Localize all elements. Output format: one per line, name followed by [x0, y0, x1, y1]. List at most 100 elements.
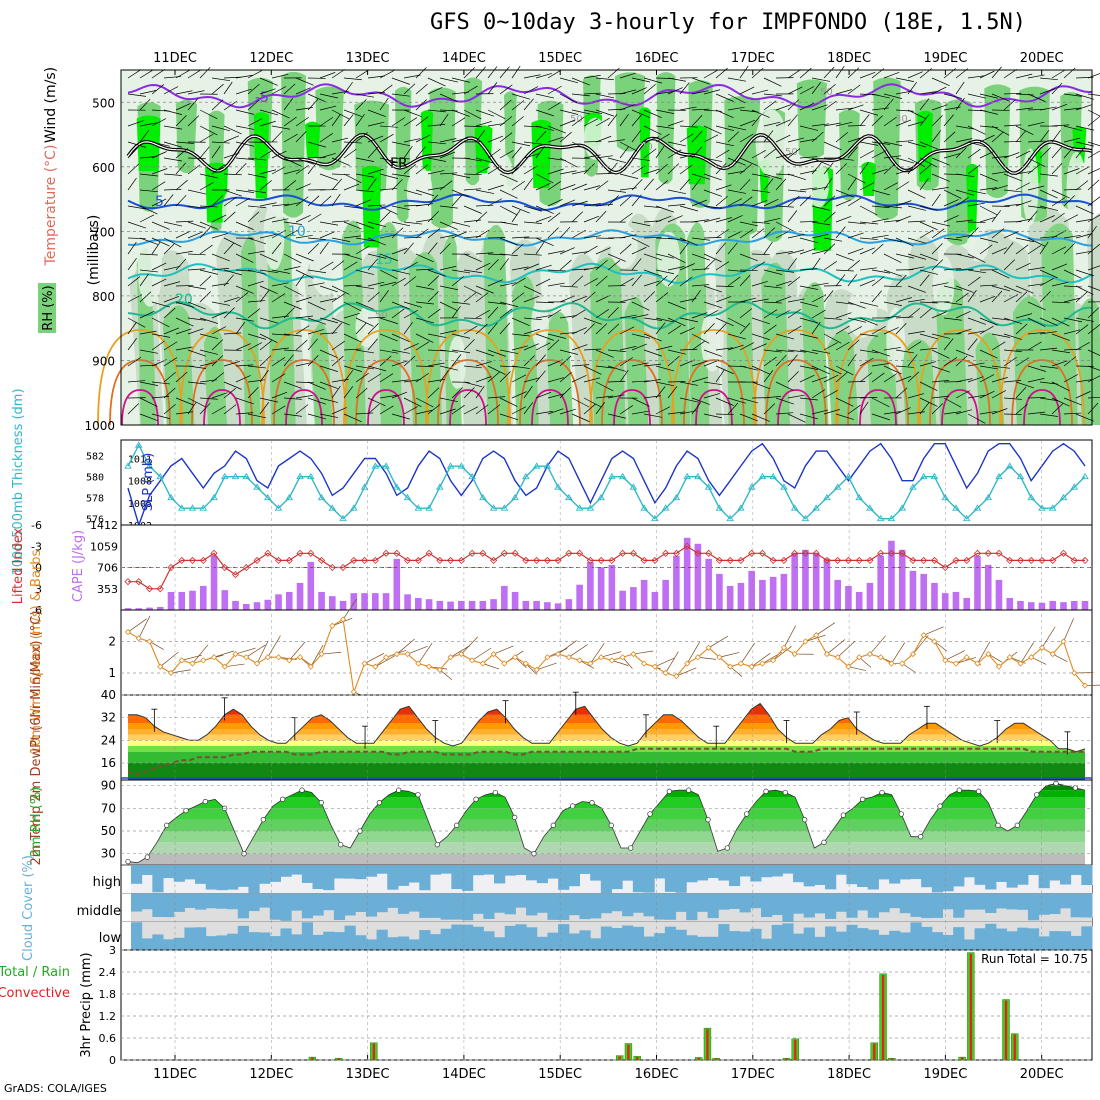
wind-barb	[1039, 88, 1056, 95]
cloud-cell	[131, 922, 143, 950]
lifted-index-marker	[1027, 556, 1035, 564]
pressure-tick-label: 1000	[84, 419, 115, 433]
wind-barb	[703, 285, 722, 293]
thickness-marker	[242, 472, 251, 480]
wind-barb	[415, 268, 434, 271]
wind-barb	[931, 115, 943, 127]
wind-barb	[223, 274, 234, 287]
wind-barb	[319, 397, 339, 403]
wind-barb	[535, 410, 553, 415]
cloud-cell	[846, 924, 858, 950]
cloud-cell	[878, 893, 890, 913]
cloud-cell	[696, 893, 709, 912]
thickness-marker	[425, 504, 433, 511]
wind-barb	[895, 119, 912, 127]
wind-barb	[259, 180, 272, 191]
wind-speed-marker	[673, 673, 680, 680]
lifted-index-marker	[414, 556, 422, 564]
wind-speed-marker	[931, 638, 938, 645]
wind-barb	[955, 253, 975, 259]
wind-barb	[439, 243, 451, 255]
wind-barb	[883, 155, 901, 159]
lifted-index-marker	[1070, 556, 1078, 564]
wind-barb	[1063, 285, 1082, 288]
wind-barb	[163, 86, 179, 95]
cloud-cell	[1038, 893, 1050, 915]
cloud-cell	[622, 865, 634, 881]
wind-barb	[487, 165, 502, 175]
wind-barb	[355, 113, 365, 127]
temp-band	[128, 763, 1085, 780]
wind-barb	[331, 113, 341, 127]
wind-barb	[1027, 185, 1045, 191]
cloud-cell	[696, 865, 709, 881]
wind-barb	[247, 205, 266, 208]
wind-barb	[163, 157, 183, 162]
rh-saturated-cell	[361, 165, 382, 248]
wind-barb	[355, 99, 367, 111]
wind-barb	[655, 292, 669, 303]
wind-barb	[151, 278, 167, 287]
wind-barb	[1051, 103, 1068, 111]
cloud-cell	[387, 865, 399, 890]
wind-barb	[547, 180, 561, 191]
profile-ylabel: (millibars)	[86, 215, 102, 286]
wind-barb	[967, 221, 986, 223]
cloud-cell	[953, 927, 965, 950]
cloud-cell	[696, 936, 709, 950]
wind-barb	[691, 146, 703, 159]
wind-barb	[391, 248, 408, 255]
wind-barb	[643, 363, 662, 367]
wind-barb	[331, 178, 343, 191]
cloud-cell	[472, 865, 484, 876]
cape-bar	[242, 603, 250, 610]
lifted-index-marker	[264, 549, 272, 557]
wind-barb	[883, 141, 903, 147]
wind-barb	[1087, 365, 1100, 371]
wind-speed-marker	[393, 651, 400, 658]
wind-barb	[463, 317, 482, 319]
wind-barb	[811, 249, 829, 255]
date-label-bottom: 17DEC	[731, 1067, 775, 1082]
wind-barb	[619, 113, 629, 127]
wind-barb	[427, 141, 446, 145]
wind-barb	[919, 205, 939, 211]
wind-barb	[751, 261, 766, 271]
wind-barb	[523, 402, 534, 415]
wind-barb	[595, 173, 614, 175]
wind-barb	[235, 269, 254, 272]
wind-barb	[595, 349, 614, 358]
wind-barb	[907, 189, 926, 199]
wind-barb	[343, 148, 357, 159]
cloud-cell	[953, 865, 965, 887]
wind-barb	[739, 65, 749, 79]
temp-tick-label: 16	[101, 756, 116, 770]
wind-barb	[679, 237, 698, 246]
wind-speed-marker	[877, 654, 884, 661]
wind-barb	[127, 380, 146, 383]
wind-barb	[295, 404, 309, 415]
wind-barb	[775, 412, 794, 415]
thickness-marker	[479, 493, 487, 501]
wind-barb	[331, 385, 341, 399]
wind-barb	[559, 93, 578, 104]
cloud-cell	[931, 893, 944, 918]
wind-speed-marker	[221, 663, 228, 670]
wind-barb	[835, 397, 854, 407]
thickness-marker	[565, 493, 573, 501]
lifted-index-marker	[543, 556, 551, 564]
wind-barb	[679, 82, 690, 95]
pressure-tick-label: 900	[92, 354, 115, 368]
wind-barb	[475, 109, 494, 117]
wind-barb	[223, 242, 235, 255]
cloud-cell	[825, 865, 837, 890]
cloud-cell	[227, 933, 239, 950]
wind-barb	[1075, 125, 1095, 131]
wind-barb	[931, 365, 950, 373]
cloud-cell	[515, 893, 527, 908]
wind-barb	[727, 276, 741, 287]
wind-barb	[739, 297, 757, 303]
wind-barb	[751, 253, 770, 256]
cloud-cell	[205, 936, 217, 950]
precip-convective-bar	[873, 1043, 876, 1060]
